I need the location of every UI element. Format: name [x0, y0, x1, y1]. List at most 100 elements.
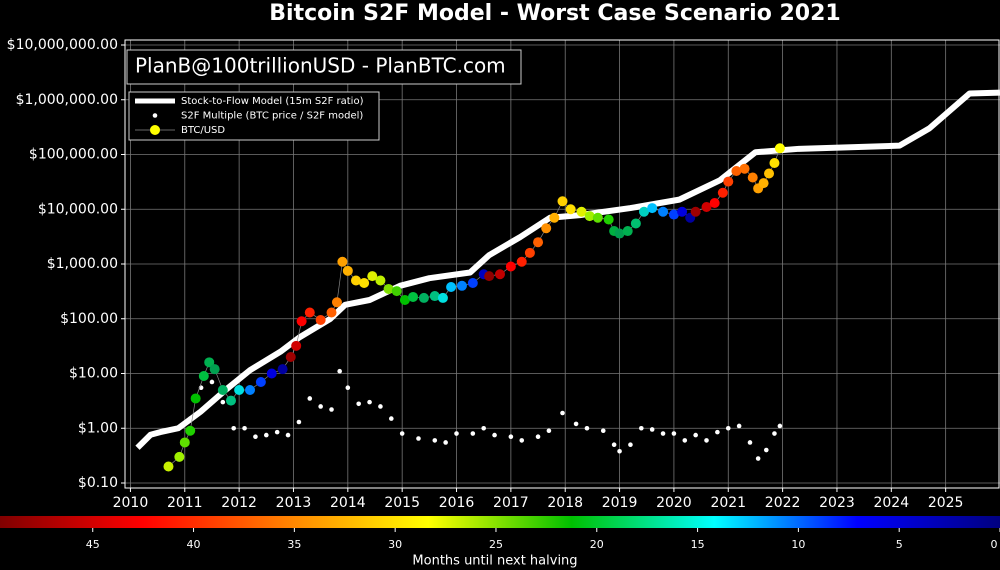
multiple-dot — [274, 429, 280, 435]
multiple-dot — [345, 385, 351, 391]
multiple-dot — [253, 434, 258, 440]
y-tick-label: $10,000.00 — [38, 201, 118, 217]
chart-title: Bitcoin S2F Model - Worst Case Scenario … — [269, 1, 840, 26]
multiple-dot — [715, 429, 720, 435]
price-dot — [375, 275, 386, 286]
annotation-box — [126, 49, 522, 85]
price-dot — [524, 247, 535, 258]
multiple-dot — [617, 448, 622, 454]
price-dot — [179, 437, 190, 448]
price-dot — [277, 364, 288, 375]
price-dot — [709, 198, 720, 209]
multiple-dot — [337, 368, 342, 374]
price-dot — [429, 291, 440, 302]
multiple-dot — [329, 407, 334, 412]
price-dot — [723, 176, 734, 187]
multiple-dot — [736, 423, 742, 429]
price-dot — [614, 228, 625, 239]
price-dot — [774, 143, 785, 154]
price-dot — [350, 275, 361, 286]
price-dot — [647, 203, 658, 214]
price-dot — [234, 384, 245, 395]
price-dot — [337, 256, 348, 267]
colorbar — [0, 516, 1000, 528]
y-tick-label: $100.00 — [60, 311, 118, 327]
multiple-dot — [704, 438, 709, 443]
price-dot — [603, 214, 614, 225]
multiple-dot — [747, 440, 753, 445]
price-dot — [484, 271, 495, 282]
price-dot — [367, 271, 378, 282]
colorbar-label: Months until next halving — [412, 554, 577, 569]
legend-label: S2F Multiple (BTC price / S2F model) — [181, 111, 363, 122]
price-dot — [456, 280, 467, 291]
multiple-dot — [389, 416, 394, 421]
multiple-dot — [772, 431, 777, 436]
x-tick-label: 2020 — [656, 495, 692, 511]
multiple-dot — [671, 431, 677, 436]
price-dot — [549, 212, 560, 223]
price-dot — [690, 206, 701, 217]
price-dot — [383, 283, 394, 294]
x-tick-label: 2022 — [765, 495, 801, 511]
legend-swatch — [152, 113, 158, 118]
legend-label: Stock-to-Flow Model (15m S2F ratio) — [181, 96, 364, 107]
x-tick-label: 2011 — [167, 495, 203, 511]
price-dot — [731, 165, 742, 176]
multiple-dot — [443, 440, 448, 445]
price-dot — [225, 395, 236, 406]
multiple-dot — [209, 379, 215, 385]
price-dot — [758, 178, 769, 189]
colorbar-tick-label: 40 — [187, 538, 201, 551]
multiple-dot — [296, 419, 302, 425]
colorbar-tick-label: 0 — [991, 538, 998, 551]
multiple-dot — [220, 399, 226, 405]
price-dot — [185, 425, 196, 436]
x-tick-label: 2021 — [710, 495, 746, 511]
price-dot — [255, 376, 266, 387]
price-dot — [408, 291, 419, 302]
price-dot — [418, 292, 429, 303]
price-dot — [717, 187, 728, 198]
y-tick-label: $10.00 — [69, 366, 118, 382]
price-dot — [467, 277, 478, 288]
price-dot — [266, 368, 277, 379]
multiple-dot — [535, 434, 541, 440]
multiple-dot — [454, 431, 459, 436]
price-dot — [630, 218, 641, 229]
price-dot — [296, 316, 307, 327]
multiple-dot — [356, 401, 361, 407]
multiple-dot — [649, 427, 655, 432]
colorbar-tick-label: 20 — [590, 538, 604, 551]
price-dot — [557, 196, 568, 207]
price-dot — [576, 206, 587, 217]
multiple-dot — [481, 425, 486, 431]
multiple-dot — [611, 442, 617, 448]
multiple-dot — [470, 431, 476, 436]
price-dot — [342, 265, 353, 276]
x-tick-label: 2013 — [276, 495, 312, 511]
x-tick-label: 2017 — [493, 495, 529, 511]
price-dot — [209, 364, 220, 375]
multiple-dot — [628, 442, 633, 448]
price-dot — [304, 307, 315, 318]
x-tick-label: 2019 — [602, 495, 638, 511]
multiple-dot — [187, 416, 193, 421]
x-tick-label: 2024 — [873, 495, 909, 511]
price-dot — [622, 226, 633, 237]
price-dot — [764, 168, 775, 179]
multiple-dot — [682, 438, 688, 443]
multiple-dot — [367, 399, 372, 405]
colorbar-tick-label: 35 — [287, 538, 301, 551]
multiple-dot — [573, 421, 579, 427]
price-dot — [516, 256, 527, 267]
multiple-dot — [639, 425, 644, 431]
multiple-dot — [755, 456, 761, 461]
price-dot — [658, 206, 669, 217]
price-dot — [291, 340, 302, 351]
y-tick-label: $0.10 — [78, 475, 118, 491]
price-dot — [639, 206, 650, 217]
y-tick-label: $100,000.00 — [29, 147, 118, 163]
